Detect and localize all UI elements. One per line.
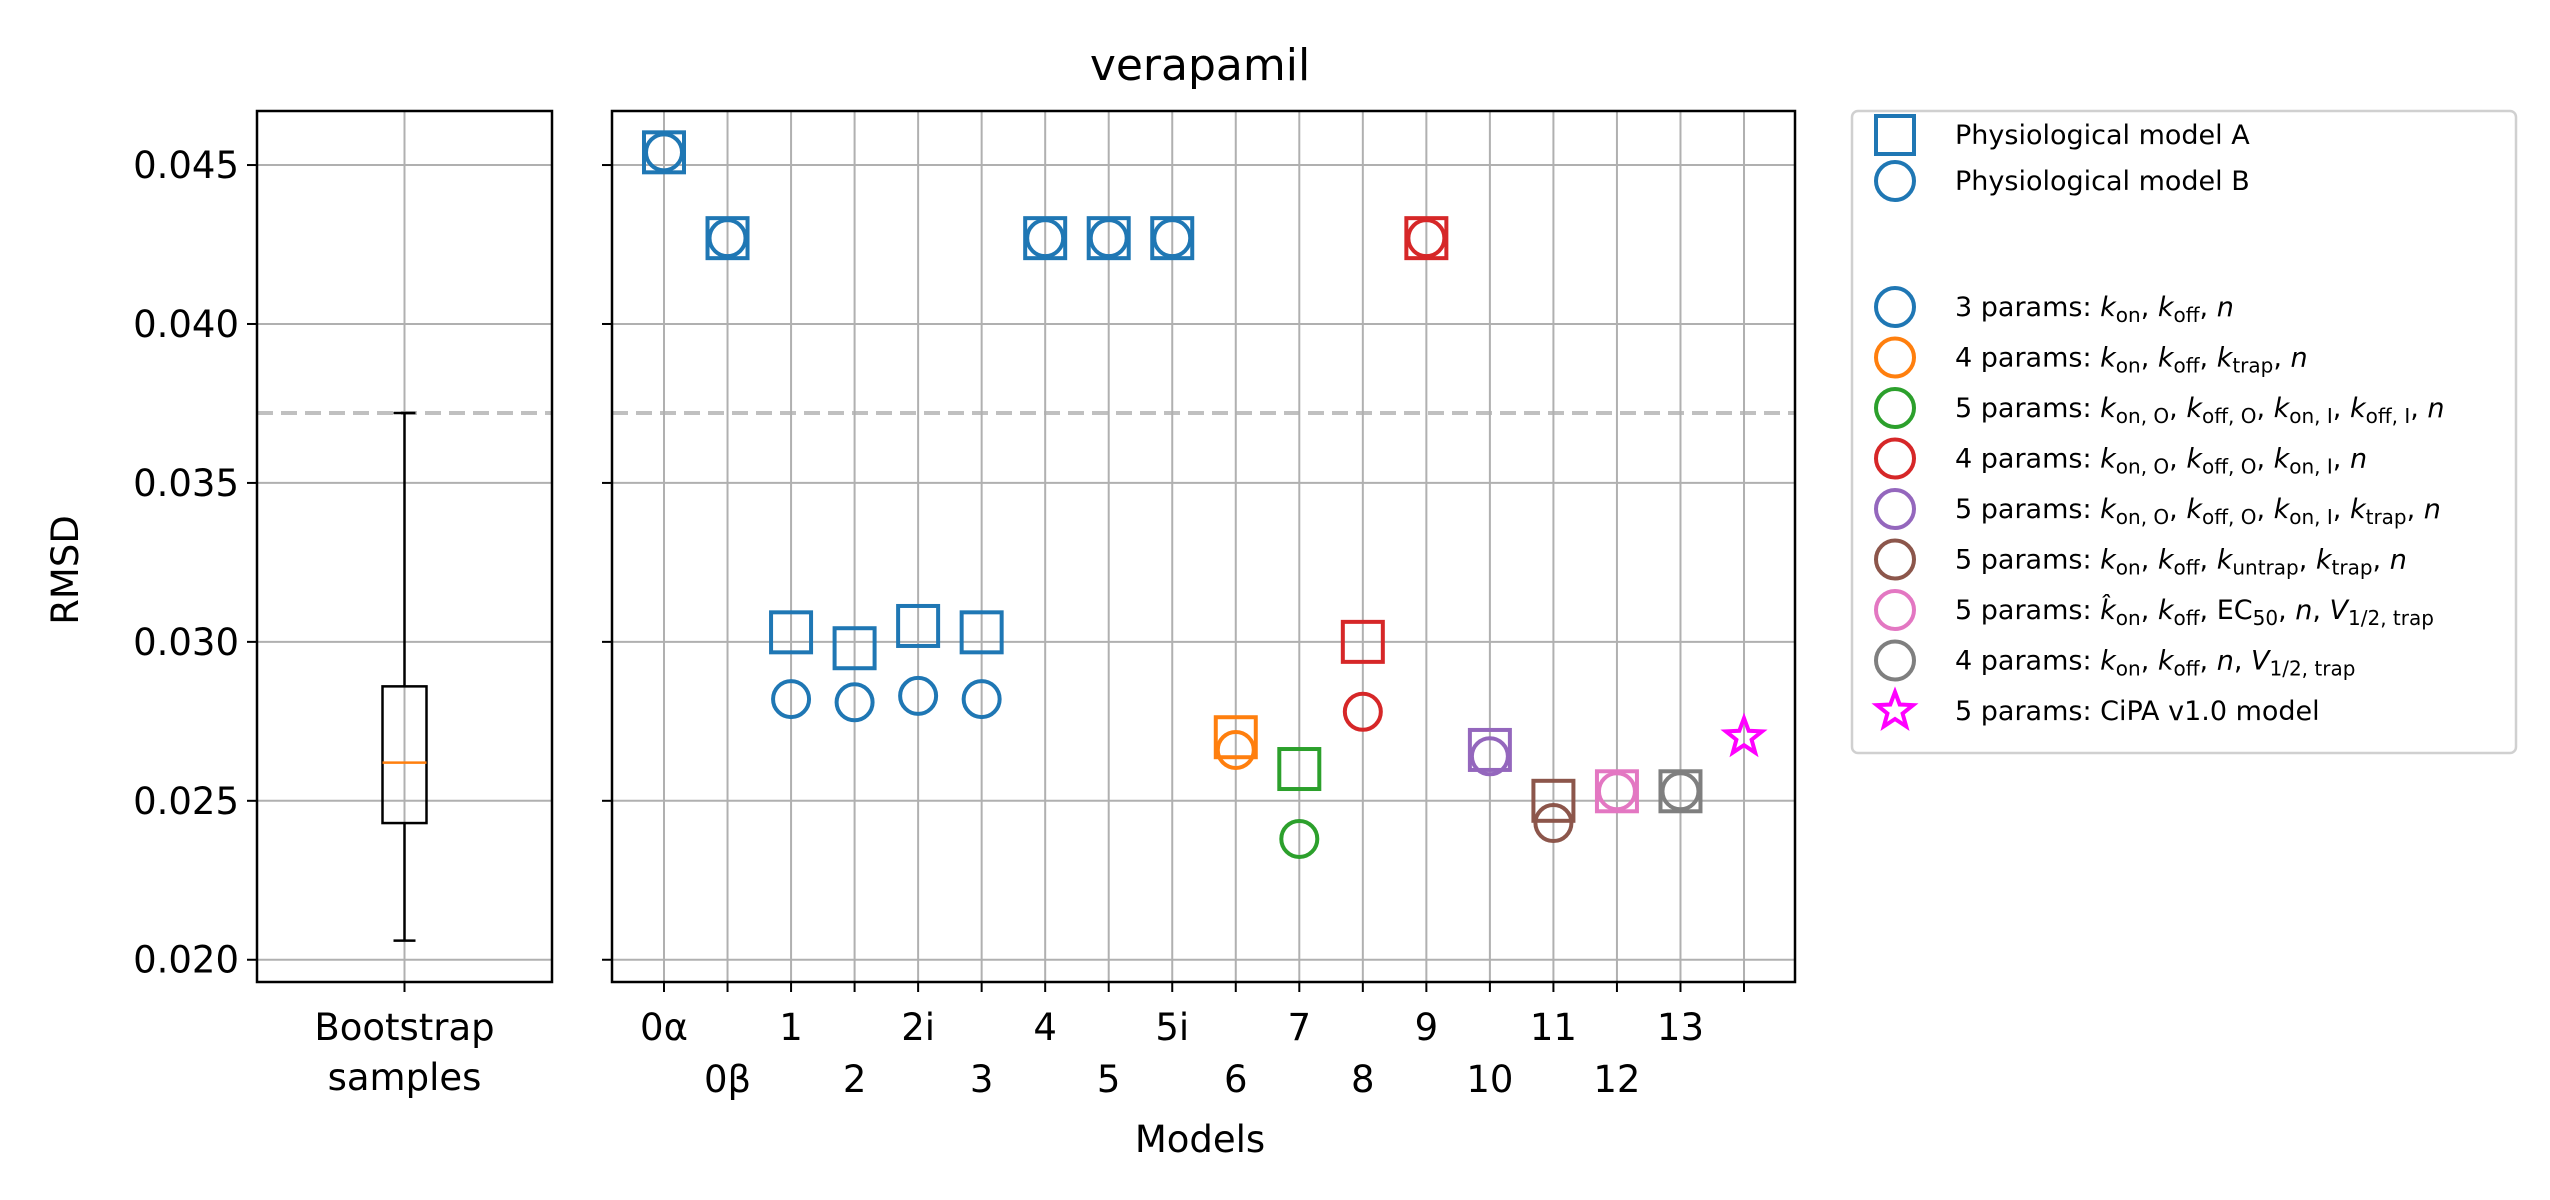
data-point-square [1467,727,1512,772]
x-tick-label: 10 [1466,1058,1513,1101]
y-tick-label: 0.020 [133,939,239,982]
legend-label: Physiological model B [1955,166,2250,197]
x-tick-label: 4 [1033,1006,1057,1049]
data-point-circle [707,218,748,259]
x-tick-label: 0α [640,1006,688,1049]
data-point-square [959,610,1004,655]
data-point-circle [1469,736,1510,777]
data-point-circle [1152,218,1193,259]
data-point-square [769,610,814,655]
legend-label: 5 params: kon, O, koff, O, kon, I, ktrap… [1955,494,2441,529]
legend-marker [1874,589,1916,631]
legend-marker [1874,336,1916,379]
y-tick-label: 0.035 [133,462,239,505]
x-tick-label: 2 [843,1058,867,1101]
chart-title: verapamil [1090,40,1310,91]
data-point-circle [1406,218,1447,259]
y-tick-label: 0.025 [133,780,239,823]
legend-marker [1871,686,1919,732]
data-point-circle [834,682,875,723]
data-point-circle [1342,691,1383,732]
x-tick-label: 5i [1155,1006,1189,1049]
y-tick-label: 0.030 [133,621,239,664]
x-tick-label: 9 [1415,1006,1439,1049]
legend-label: 3 params: kon, koff, n [1955,292,2234,327]
legend: Physiological model A Physiological model… [1850,109,2518,755]
data-point-square [1213,715,1258,760]
x-axis-title: Models [1135,1118,1265,1161]
legend-marker [1874,387,1916,429]
y-axis-title: RMSD [44,515,87,625]
x-tick-label: 3 [970,1058,994,1101]
legend-marker [1874,160,1916,202]
legend-label: 5 params: kon, O, koff, O, kon, I, koff,… [1955,393,2445,428]
legend-marker [1874,538,1916,581]
bootstrap-label: samples [328,1056,482,1099]
bootstrap-frame [255,109,554,984]
x-tick-label: 5 [1097,1058,1121,1101]
legend-marker [1874,286,1916,328]
legend-label: 5 params: CiPA v1.0 model [1955,696,2320,727]
legend-marker [1874,639,1916,682]
data-point-circle [1215,729,1256,770]
data-point-circle [1025,218,1066,259]
x-tick-label: 13 [1657,1006,1704,1049]
legend-marker [1874,437,1916,480]
x-tick-label: 0β [704,1058,751,1101]
bootstrap-label: Bootstrap [314,1006,494,1049]
data-point-circle [1660,771,1701,812]
data-point-circle [898,675,939,716]
data-point-circle [1088,218,1129,259]
boxplot-box [381,685,428,825]
y-tick-label: 0.045 [133,144,239,187]
data-point-circle [1596,771,1637,812]
data-point-square [896,603,941,648]
data-point-circle [771,679,812,720]
data-point-square [832,626,877,671]
data-point-circle [961,679,1002,720]
legend-marker [1874,488,1916,530]
data-point-square [1340,619,1385,664]
data-point-star [1720,712,1768,758]
models-frame [610,109,1797,984]
x-tick-label: 6 [1224,1058,1248,1101]
data-point-square [1531,778,1576,823]
x-tick-label: 12 [1593,1058,1640,1101]
x-tick-label: 11 [1530,1006,1577,1049]
data-point-circle [1279,818,1320,859]
x-tick-label: 1 [779,1006,803,1049]
bootstrap-panel: 0.020 0.025 0.030 0.035 0.040 0.045 Bootstrap s… [133,109,554,1099]
legend-label: Physiological model A [1955,120,2250,151]
data-point-circle [644,132,684,173]
y-tick-label: 0.040 [133,303,239,346]
data-point-circle [1533,803,1574,844]
x-tick-label: 2i [901,1006,935,1049]
legend-frame [1850,109,2518,755]
x-tick-label: 8 [1351,1058,1375,1101]
legend-marker [1874,114,1916,156]
x-tick-label: 7 [1288,1006,1312,1049]
data-point-square [1277,747,1322,792]
